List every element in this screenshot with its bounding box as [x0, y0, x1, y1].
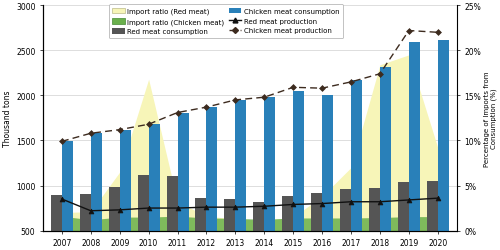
Y-axis label: Percentage of Imports from
Consumption (%): Percentage of Imports from Consumption (… [484, 71, 497, 166]
Legend: Import ratio (Red meat), Import ratio (Chicken meat), Red meat consumption, Chic: Import ratio (Red meat), Import ratio (C… [108, 5, 343, 39]
Bar [236, 100, 246, 231]
Bar [80, 194, 91, 231]
Bar [351, 81, 362, 231]
Bar [311, 193, 322, 231]
Bar [380, 68, 391, 231]
Bar [62, 142, 73, 231]
Bar [120, 130, 130, 231]
Y-axis label: Thousand tons: Thousand tons [3, 90, 12, 146]
Bar [206, 108, 218, 231]
Bar [282, 196, 293, 231]
Bar [264, 98, 276, 231]
Bar [224, 199, 235, 231]
Bar [398, 182, 409, 231]
Bar [438, 40, 448, 231]
Bar [293, 92, 304, 231]
Bar [148, 125, 160, 231]
Bar [409, 43, 420, 231]
Bar [322, 96, 333, 231]
Bar [427, 181, 438, 231]
Bar [108, 188, 120, 231]
Bar [138, 175, 148, 231]
Bar [340, 189, 351, 231]
Bar [178, 113, 188, 231]
Bar [91, 134, 102, 231]
Bar [166, 176, 177, 231]
Bar [254, 202, 264, 231]
Bar [196, 198, 206, 231]
Bar [51, 196, 62, 231]
Bar [369, 188, 380, 231]
